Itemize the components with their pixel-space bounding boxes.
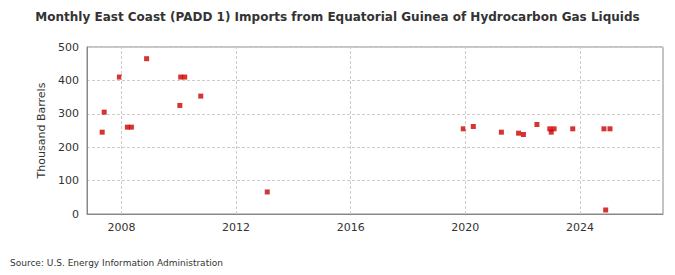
svg-text:200: 200 [58, 141, 79, 154]
svg-text:0: 0 [72, 208, 79, 221]
svg-text:400: 400 [58, 74, 79, 87]
svg-text:2008: 2008 [107, 221, 135, 234]
svg-text:2016: 2016 [337, 221, 365, 234]
svg-text:Monthly East Coast (PADD 1) Im: Monthly East Coast (PADD 1) Imports from… [35, 10, 639, 24]
svg-text:2024: 2024 [566, 221, 594, 234]
svg-text:2012: 2012 [222, 221, 250, 234]
svg-text:100: 100 [58, 174, 79, 187]
svg-text:500: 500 [58, 41, 79, 54]
svg-text:300: 300 [58, 107, 79, 120]
svg-text:Thousand Barrels: Thousand Barrels [35, 82, 48, 179]
svg-text:Source: U.S. Energy Informatio: Source: U.S. Energy Information Administ… [10, 258, 223, 268]
svg-text:2020: 2020 [451, 221, 479, 234]
